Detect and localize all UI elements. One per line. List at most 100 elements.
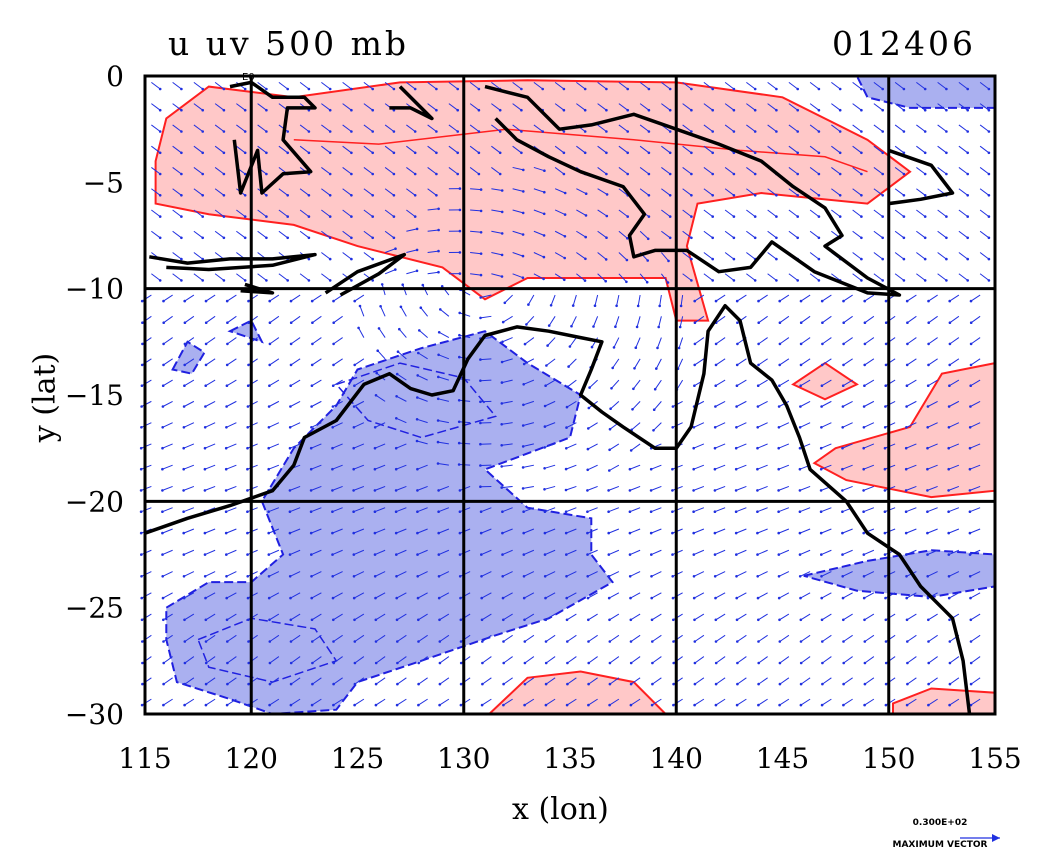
plot-border xyxy=(143,74,997,716)
wind-vector-189 xyxy=(278,273,290,282)
wind-vector-428 xyxy=(448,251,462,254)
wind-vector-949 xyxy=(798,485,811,492)
wind-vector-1135 xyxy=(927,613,938,622)
wind-vector-1015 xyxy=(842,613,853,622)
wind-vector-312 xyxy=(357,326,365,338)
wind-vector-973 xyxy=(820,358,832,367)
wind-vector-988 xyxy=(821,677,832,686)
wind-vector-206 xyxy=(268,634,280,643)
wind-vector-1178 xyxy=(979,252,991,261)
wind-vector-498 xyxy=(479,464,492,467)
wind-vector-76 xyxy=(182,422,195,429)
wind-vector-1045 xyxy=(863,613,875,622)
wind-vector-652 xyxy=(586,549,598,556)
wind-vector-712 xyxy=(628,549,641,556)
wind-vector-1049 xyxy=(863,698,875,707)
wind-vector-345 xyxy=(374,394,386,402)
wind-vector-644 xyxy=(588,379,598,389)
wind-vector-438 xyxy=(436,462,449,466)
wind-vector-1051 xyxy=(894,103,906,112)
wind-vector-914 xyxy=(778,379,790,388)
wind-vector-354 xyxy=(374,592,386,600)
wind-vector-1091 xyxy=(906,315,917,325)
positive-anomaly-region-4 xyxy=(892,687,996,715)
wind-vector-714 xyxy=(629,592,641,600)
wind-vector-482 xyxy=(491,124,502,133)
wind-vector-507 xyxy=(481,656,492,665)
y-tick--25: −25 xyxy=(65,592,124,625)
wind-vector-302 xyxy=(363,124,375,133)
wind-vector-53 xyxy=(161,571,173,578)
wind-vector-427 xyxy=(448,229,462,233)
wind-vector-567 xyxy=(523,656,535,665)
wind-vector-995 xyxy=(852,188,863,197)
wind-vector-889 xyxy=(756,485,768,492)
wind-vector-638 xyxy=(597,252,608,261)
wind-vector-436 xyxy=(436,419,449,424)
wind-vector-495 xyxy=(479,400,492,404)
y-tick-labels: 0 −5 −10 −15 −20 −25 −30 xyxy=(65,60,124,731)
wind-vector-174 xyxy=(246,592,258,600)
wind-vector-1194 xyxy=(969,592,981,600)
wind-vector-944 xyxy=(799,379,811,388)
wind-vector-84 xyxy=(182,592,195,600)
wind-vector-525 xyxy=(500,400,513,405)
wind-vector-102 xyxy=(204,337,216,346)
wind-vector-215 xyxy=(299,188,311,197)
coastline-segment-0 xyxy=(144,303,972,715)
wind-vector-378 xyxy=(394,464,407,471)
wind-vector-669 xyxy=(618,273,628,284)
wind-vector-544 xyxy=(533,166,546,172)
wind-vector-486 xyxy=(491,209,504,214)
wind-vector-748 xyxy=(651,677,662,686)
wind-vector-577 xyxy=(554,230,567,238)
wind-vector-693 xyxy=(639,145,651,155)
wind-vector-695 xyxy=(639,188,651,197)
wind-vector-440 xyxy=(437,507,450,513)
wind-vector-79 xyxy=(182,485,195,492)
wind-vector-112 xyxy=(203,549,216,556)
wind-vector-945 xyxy=(799,400,811,408)
wind-vector-225 xyxy=(289,400,301,408)
wind-vector-837 xyxy=(714,656,726,665)
wind-vector-750 xyxy=(682,81,693,91)
wind-vector-40 xyxy=(162,294,173,303)
wind-vector-742 xyxy=(650,549,662,556)
wind-vector-114 xyxy=(204,592,216,600)
wind-vector-1034 xyxy=(863,379,875,388)
wind-vector-260 xyxy=(309,507,322,513)
wind-vector-654 xyxy=(586,592,598,600)
positive-anomaly-region-3 xyxy=(486,670,669,715)
wind-vector-556 xyxy=(521,422,535,427)
wind-vector-760 xyxy=(679,294,684,308)
wind-vector-508 xyxy=(481,677,492,686)
wind-vector-501 xyxy=(479,528,492,535)
wind-vector-425 xyxy=(448,187,462,190)
wind-vector-1039 xyxy=(862,485,875,492)
wind-vector-244 xyxy=(321,167,332,176)
x-tick-140: 140 xyxy=(650,742,703,775)
wind-vector-815 xyxy=(724,188,736,197)
wind-vector-421 xyxy=(448,103,460,112)
wind-vector-1189 xyxy=(968,485,981,492)
wind-vector-444 xyxy=(437,592,450,600)
wind-vector-562 xyxy=(522,549,535,556)
wind-vector-1002 xyxy=(842,337,853,346)
wind-vector-308 xyxy=(363,252,375,261)
wind-vector-820 xyxy=(714,294,726,303)
wind-vector-533 xyxy=(501,571,513,578)
wind-vector-237 xyxy=(289,656,301,665)
wind-vector-208 xyxy=(268,677,280,686)
y-tick--15: −15 xyxy=(65,379,124,412)
wind-vector-219 xyxy=(299,273,311,282)
wind-vector-1 xyxy=(151,103,162,112)
wind-vector-229 xyxy=(288,485,301,492)
wind-vector-320 xyxy=(352,507,365,513)
wind-vector-262 xyxy=(310,549,322,556)
wind-vector-740 xyxy=(649,507,662,513)
wind-vector-611 xyxy=(570,316,577,328)
wind-vector-30 xyxy=(172,81,183,91)
wind-vector-1107 xyxy=(906,656,917,665)
wind-vector-753 xyxy=(682,145,693,155)
wind-vector-782 xyxy=(703,124,714,133)
